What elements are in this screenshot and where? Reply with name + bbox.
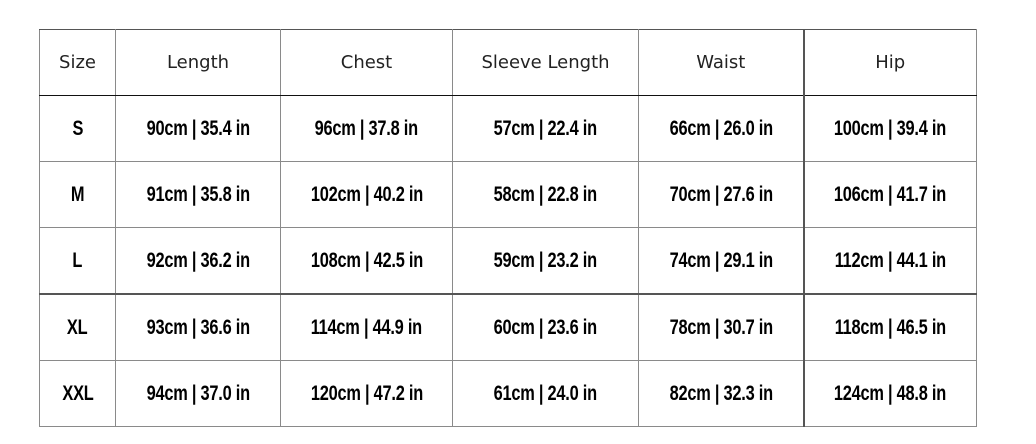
sleeve-length-value: 58cm | 22.8 in bbox=[493, 182, 598, 206]
header-row: Size Length Chest Sleeve Length Waist Hi… bbox=[39, 29, 977, 96]
table-row: XXL 94cm | 37.0 in 120cm | 47.2 in 61cm | 2… bbox=[39, 360, 977, 427]
length-value: 92cm | 36.2 in bbox=[146, 248, 250, 272]
hip-value: 124cm | 48.8 in bbox=[834, 381, 947, 405]
cell-chest: 120cm | 47.2 in bbox=[280, 360, 453, 427]
size-chart-table: Size Length Chest Sleeve Length Waist Hi… bbox=[39, 29, 977, 427]
cell-hip: 106cm | 41.7 in bbox=[802, 161, 977, 228]
size-value: S bbox=[72, 116, 83, 140]
chest-value: 102cm | 40.2 in bbox=[310, 182, 423, 206]
waist-value: 70cm | 27.6 in bbox=[669, 182, 773, 206]
header-sleeve-length: Sleeve Length bbox=[452, 29, 639, 96]
header-waist: Waist bbox=[638, 29, 804, 96]
size-value: L bbox=[72, 248, 83, 272]
sleeve-length-value: 57cm | 22.4 in bbox=[493, 116, 598, 140]
cell-length: 90cm | 35.4 in bbox=[115, 95, 281, 162]
chest-value: 114cm | 44.9 in bbox=[310, 315, 423, 339]
cell-hip: 100cm | 39.4 in bbox=[802, 95, 977, 162]
cell-sleeve-length: 58cm | 22.8 in bbox=[452, 161, 639, 228]
header-hip: Hip bbox=[802, 29, 977, 96]
cell-sleeve-length: 60cm | 23.6 in bbox=[452, 293, 639, 361]
waist-value: 78cm | 30.7 in bbox=[669, 315, 773, 339]
table-row: XL 93cm | 36.6 in 114cm | 44.9 in 60cm | 23… bbox=[39, 293, 977, 361]
length-value: 94cm | 37.0 in bbox=[146, 381, 250, 405]
hip-value: 118cm | 46.5 in bbox=[834, 315, 947, 339]
cell-length: 92cm | 36.2 in bbox=[115, 227, 281, 295]
cell-length: 91cm | 35.8 in bbox=[115, 161, 281, 228]
cell-hip: 112cm | 44.1 in bbox=[802, 227, 977, 295]
cell-hip: 124cm | 48.8 in bbox=[802, 360, 977, 427]
cell-size: L bbox=[39, 227, 116, 295]
cell-size: M bbox=[39, 161, 116, 228]
chest-value: 108cm | 42.5 in bbox=[310, 248, 423, 272]
cell-length: 94cm | 37.0 in bbox=[115, 360, 281, 427]
waist-value: 74cm | 29.1 in bbox=[669, 248, 773, 272]
cell-waist: 78cm | 30.7 in bbox=[638, 293, 804, 361]
table-row: L 92cm | 36.2 in 108cm | 42.5 in 59cm | 23.… bbox=[39, 227, 977, 295]
cell-size: XL bbox=[39, 293, 116, 361]
cell-size: S bbox=[39, 95, 116, 162]
waist-value: 66cm | 26.0 in bbox=[669, 116, 773, 140]
cell-length: 93cm | 36.6 in bbox=[115, 293, 281, 361]
size-value: M bbox=[70, 182, 85, 206]
length-value: 90cm | 35.4 in bbox=[146, 116, 250, 140]
table-row: S 90cm | 35.4 in 96cm | 37.8 in 57cm | 22.4… bbox=[39, 95, 977, 162]
cell-sleeve-length: 61cm | 24.0 in bbox=[452, 360, 639, 427]
cell-waist: 66cm | 26.0 in bbox=[638, 95, 804, 162]
cell-chest: 96cm | 37.8 in bbox=[280, 95, 453, 162]
hip-value: 106cm | 41.7 in bbox=[834, 182, 947, 206]
size-value: XXL bbox=[61, 381, 94, 405]
sleeve-length-value: 60cm | 23.6 in bbox=[493, 315, 598, 339]
header-size: Size bbox=[39, 29, 116, 96]
sleeve-length-value: 59cm | 23.2 in bbox=[493, 248, 598, 272]
cell-waist: 74cm | 29.1 in bbox=[638, 227, 804, 295]
header-chest: Chest bbox=[280, 29, 453, 96]
size-value: XL bbox=[67, 315, 88, 339]
header-length: Length bbox=[115, 29, 281, 96]
sleeve-length-value: 61cm | 24.0 in bbox=[493, 381, 598, 405]
length-value: 93cm | 36.6 in bbox=[146, 315, 250, 339]
cell-chest: 114cm | 44.9 in bbox=[280, 293, 453, 361]
waist-value: 82cm | 32.3 in bbox=[669, 381, 773, 405]
cell-hip: 118cm | 46.5 in bbox=[802, 293, 977, 361]
cell-sleeve-length: 57cm | 22.4 in bbox=[452, 95, 639, 162]
cell-chest: 108cm | 42.5 in bbox=[280, 227, 453, 295]
cell-waist: 82cm | 32.3 in bbox=[638, 360, 804, 427]
chest-value: 96cm | 37.8 in bbox=[314, 116, 419, 140]
cell-waist: 70cm | 27.6 in bbox=[638, 161, 804, 228]
length-value: 91cm | 35.8 in bbox=[146, 182, 250, 206]
cell-chest: 102cm | 40.2 in bbox=[280, 161, 453, 228]
table-row: M 91cm | 35.8 in 102cm | 40.2 in 58cm | 22.… bbox=[39, 161, 977, 228]
hip-value: 100cm | 39.4 in bbox=[834, 116, 947, 140]
chest-value: 120cm | 47.2 in bbox=[310, 381, 423, 405]
hip-value: 112cm | 44.1 in bbox=[834, 248, 947, 272]
cell-size: XXL bbox=[39, 360, 116, 427]
cell-sleeve-length: 59cm | 23.2 in bbox=[452, 227, 639, 295]
